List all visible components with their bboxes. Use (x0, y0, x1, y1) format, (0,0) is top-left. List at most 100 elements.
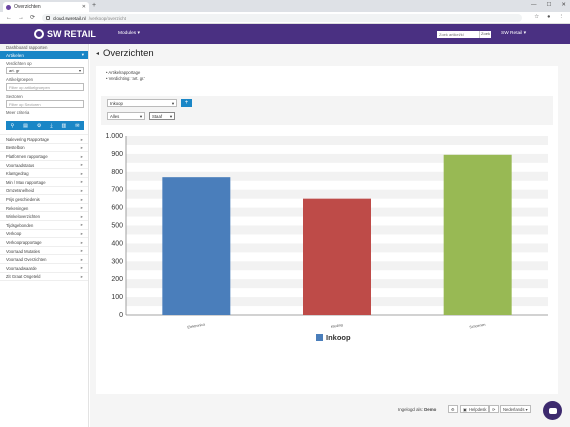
sidebar-menu-item[interactable]: Winkeloverzichten ▸ (0, 212, 88, 221)
sidebar-menu-item[interactable]: Voorraad Mutaties ▸ (0, 247, 88, 256)
brand-logo[interactable]: SW RETAIL (34, 29, 96, 39)
browser-tab[interactable]: Overzichten ✕ (3, 2, 89, 12)
sidebar-menu-item[interactable]: Verkooprapportage ▸ (0, 238, 88, 247)
more-icon[interactable]: ⋮ (558, 14, 565, 20)
browser-actions: ☆ ● ⋮ (534, 14, 564, 20)
refresh-button[interactable]: ⟳ (489, 405, 499, 413)
add-button[interactable]: + (181, 99, 192, 107)
maximize-icon[interactable]: ☐ (546, 2, 552, 8)
sidebar-active-label: Artikelen (6, 52, 24, 58)
bar (162, 177, 231, 315)
search-input[interactable] (437, 31, 491, 38)
sidebar-menu-label: Voorraadwaarde (6, 265, 37, 271)
sidebar-menu-item[interactable]: Verkoop ▸ (0, 230, 88, 239)
chevron-right-icon: ▸ (80, 213, 83, 219)
bar (303, 198, 371, 315)
sidebar-menu-item[interactable]: Klantgedrag ▸ (0, 169, 88, 178)
y-tick-label: 1.000 (105, 133, 123, 140)
sidebar-menu-item[interactable]: Tijdsgebonden ▸ (0, 221, 88, 230)
helpdesk-button[interactable]: ▣ Helpdesk (460, 405, 490, 413)
page-title: Overzichten (103, 48, 154, 59)
all-select[interactable]: Alles ▾ (107, 112, 145, 120)
back-icon[interactable]: ← (6, 14, 12, 21)
chevron-right-icon: ▸ (80, 196, 83, 202)
sector-filter-input[interactable]: Filter op Sectoren (6, 100, 84, 108)
window-controls: — ☐ ✕ (531, 2, 566, 8)
new-tab-icon[interactable]: + (92, 2, 97, 9)
sidebar-menu-item[interactable]: Voorraadstatus ▸ (0, 161, 88, 170)
y-tick-label: 500 (111, 223, 123, 230)
y-tick-label: 400 (111, 240, 123, 247)
sidebar-menu-item[interactable]: Voorraad Overzichten ▸ (0, 255, 88, 264)
modules-menu[interactable]: Modules ▾ (118, 31, 140, 36)
sidebar-menu-label: Rekeningen (6, 205, 29, 211)
sidebar-menu-item[interactable]: Prijs geschiedenis ▸ (0, 195, 88, 204)
close-window-icon[interactable]: ✕ (561, 2, 566, 8)
chevron-right-icon: ▸ (80, 239, 83, 245)
y-tick-label: 100 (111, 294, 123, 301)
profile-icon[interactable]: ● (547, 14, 551, 20)
chevron-right-icon: ▸ (80, 145, 83, 151)
report-card: • Artikelrapportage • Verdichting: 'art.… (96, 66, 558, 394)
star-icon[interactable]: ☆ (534, 14, 540, 20)
url-domain: cloud.swretail.nl (53, 15, 86, 21)
filter-select[interactable]: art. gr ▾ (6, 67, 84, 74)
y-tick-label: 900 (111, 151, 123, 158)
info-line: • Verdichting: 'art. gr.' (106, 76, 146, 81)
legend-label: Inkoop (326, 333, 351, 342)
mail-icon[interactable]: ✉ (75, 122, 80, 129)
chevron-down-icon: ▾ (171, 101, 174, 106)
sidebar-header[interactable]: Dashboard rapporten (0, 44, 88, 51)
group-filter-input[interactable]: Filter op artikelgroepen (6, 83, 84, 91)
sidebar-menu-label: Klantgedrag (6, 171, 29, 177)
grid-band (126, 171, 548, 181)
sidebar-menu-item[interactable]: Nalevering Rapportage ▸ (0, 135, 88, 144)
sidebar-menu: Nalevering Rapportage ▸ Bestelbon ▸ Platform… (0, 134, 88, 282)
language-select[interactable]: Nederlands ▾ (500, 405, 531, 413)
minimize-icon[interactable]: — (530, 2, 537, 8)
chevron-right-icon: ▸ (80, 222, 83, 228)
filter-label: Verdichten op (6, 61, 32, 66)
address-bar[interactable]: cloud.swretail.nl/verkoop/overzicht (42, 14, 522, 22)
chevron-right-icon: ▸ (80, 188, 83, 194)
sidebar-menu-label: Voorraadstatus (6, 162, 35, 168)
sidebar-menu-item[interactable]: Voorraadwaarde ▸ (0, 264, 88, 273)
sidebar-menu-item[interactable]: Zit Graat Ongeteld ▸ (0, 273, 88, 282)
chart-icon[interactable]: ▥ (61, 122, 67, 129)
gear-icon[interactable]: ⚙ (36, 122, 42, 129)
more-criteria-link[interactable]: Meer criteria (6, 110, 30, 115)
gear-icon: ⚙ (451, 406, 455, 412)
search-icon[interactable]: ⚲ (10, 122, 15, 129)
close-tab-icon[interactable]: ✕ (81, 4, 86, 10)
x-tick-label: Kleding (331, 323, 344, 329)
chevron-right-icon: ▸ (80, 231, 83, 237)
sidebar-menu-item[interactable]: Omzetsnelheid ▸ (0, 187, 88, 196)
download-icon[interactable]: ⤓ (50, 122, 53, 129)
sector-label: Sectoren (6, 94, 23, 99)
sidebar-menu-label: Tijdsgebonden (6, 222, 34, 228)
search-button[interactable]: Zoek (479, 31, 491, 38)
chat-icon (548, 407, 557, 414)
chevron-right-icon: ▸ (80, 136, 83, 142)
settings-button[interactable]: ⚙ (448, 405, 458, 413)
forward-icon[interactable]: → (18, 14, 24, 21)
footer: Ingelogd als: Demo ⚙ ▣ Helpdesk ⟳ Nederla… (90, 401, 570, 427)
y-tick-label: 300 (111, 258, 123, 265)
sidebar-active-section[interactable]: Artikelen ▾ (0, 51, 88, 59)
chart-type-select[interactable]: Staaf ▾ (149, 112, 175, 120)
reload-icon[interactable]: ⟳ (30, 15, 36, 21)
type-select[interactable]: Inkoop ▾ (107, 99, 177, 107)
sidebar-menu-item[interactable]: Bestelbon ▸ (0, 144, 88, 153)
collapse-caret-icon[interactable]: ◂ (96, 51, 100, 57)
sidebar-menu-item[interactable]: Min / Max rapportage ▸ (0, 178, 88, 187)
chevron-down-icon: ▾ (78, 68, 81, 73)
print-icon[interactable]: ▤ (23, 122, 28, 129)
main-content: ◂ Overzichten • Artikelrapportage • Verd… (90, 44, 570, 427)
sidebar-menu-item[interactable]: Rekeningen ▸ (0, 204, 88, 213)
legend-swatch (316, 334, 323, 341)
sidebar-menu-item[interactable]: Platformen rapportage ▸ (0, 152, 88, 161)
y-tick-label: 0 (119, 312, 123, 319)
user-menu[interactable]: SW Retail ▾ (501, 31, 527, 36)
chat-button[interactable] (543, 401, 562, 420)
url-path: /verkoop/overzicht (88, 15, 126, 21)
